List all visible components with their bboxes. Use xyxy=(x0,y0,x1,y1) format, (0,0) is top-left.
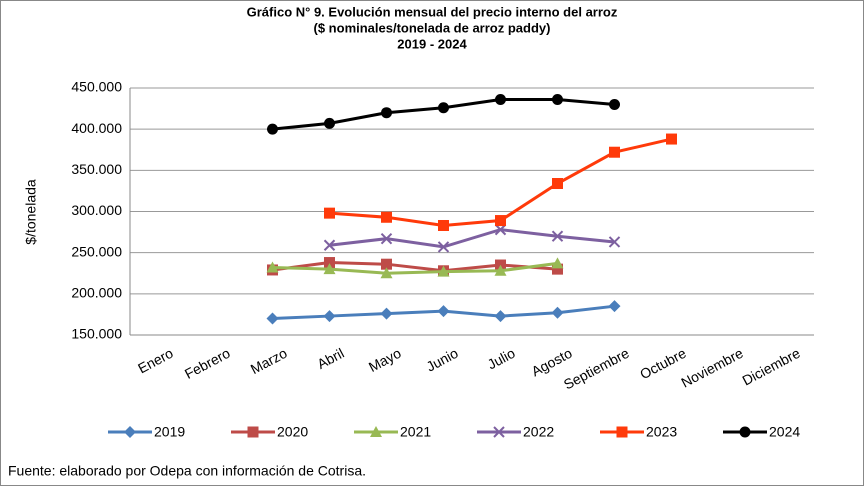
marker xyxy=(609,146,620,158)
marker xyxy=(666,133,677,145)
legend-label: 2023 xyxy=(646,424,677,440)
source-note: Fuente: elaborado por Odepa con informac… xyxy=(8,463,366,479)
marker xyxy=(266,261,279,273)
marker xyxy=(323,263,336,275)
legend-label: 2022 xyxy=(523,424,554,440)
marker xyxy=(323,239,336,251)
marker xyxy=(324,117,335,129)
marker xyxy=(380,307,393,320)
legend-label: 2024 xyxy=(769,424,800,440)
marker xyxy=(608,300,621,313)
marker xyxy=(124,426,136,438)
legend-label: 2020 xyxy=(277,424,308,440)
marker xyxy=(608,236,621,248)
marker xyxy=(609,98,620,110)
marker xyxy=(494,310,507,323)
marker xyxy=(551,306,564,319)
marker xyxy=(324,207,335,219)
marker xyxy=(438,102,449,114)
y-tick-label: 300.000 xyxy=(71,202,122,218)
marker xyxy=(438,219,449,231)
chart-title: ($ nominales/tonelada de arroz paddy) xyxy=(314,20,551,35)
marker xyxy=(380,232,393,245)
y-tick-label: 450.000 xyxy=(71,79,122,95)
marker xyxy=(551,257,564,269)
marker xyxy=(552,94,563,106)
marker xyxy=(494,223,507,236)
marker xyxy=(552,178,563,190)
chart-title: 2019 - 2024 xyxy=(397,36,467,51)
marker xyxy=(494,264,507,276)
marker xyxy=(739,426,751,438)
legend-label: 2021 xyxy=(400,424,431,440)
series-line xyxy=(272,261,558,275)
legend-label: 2019 xyxy=(154,424,185,440)
y-tick-label: 150.000 xyxy=(71,326,122,342)
marker xyxy=(551,230,564,242)
marker xyxy=(324,257,335,269)
marker xyxy=(381,211,392,223)
marker xyxy=(267,123,278,135)
marker xyxy=(437,241,450,253)
y-tick-label: 250.000 xyxy=(71,243,122,259)
marker xyxy=(381,107,392,119)
marker xyxy=(266,312,279,325)
marker xyxy=(380,267,393,279)
marker xyxy=(495,215,506,227)
marker xyxy=(323,310,336,323)
marker xyxy=(616,426,628,438)
marker xyxy=(495,94,506,106)
marker xyxy=(370,426,382,437)
marker xyxy=(437,265,450,277)
marker xyxy=(437,305,450,318)
marker xyxy=(493,426,505,438)
y-tick-label: 200.000 xyxy=(71,285,122,301)
chart-title: Gráfico N° 9. Evolución mensual del prec… xyxy=(247,4,618,19)
marker xyxy=(247,426,259,438)
marker xyxy=(381,258,392,270)
series-line xyxy=(329,228,615,249)
series-line xyxy=(272,261,558,273)
y-axis-label: $/tonelada xyxy=(23,179,39,245)
y-tick-label: 400.000 xyxy=(71,120,122,136)
y-tick-label: 350.000 xyxy=(71,161,122,177)
marker xyxy=(552,263,563,275)
